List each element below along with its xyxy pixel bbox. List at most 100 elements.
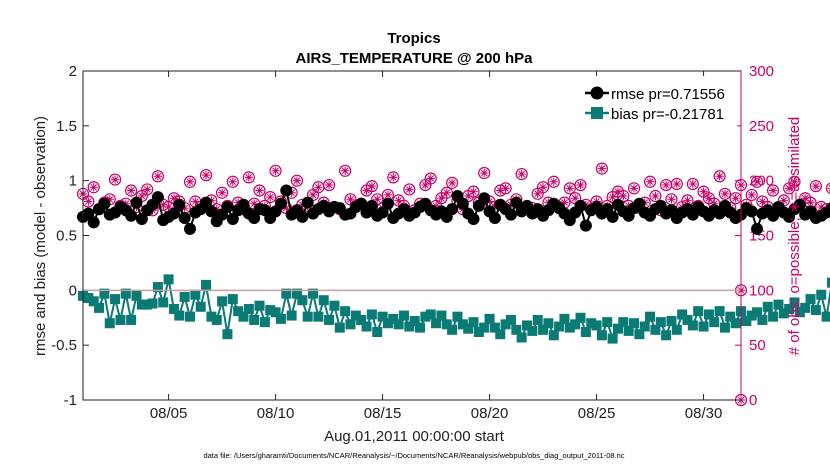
obs-possible-point — [536, 181, 550, 194]
bias-point — [158, 297, 169, 308]
obs-assimilated-point — [373, 195, 382, 204]
bias-point — [698, 321, 709, 332]
bias-point — [602, 317, 613, 328]
bias-point — [356, 314, 367, 325]
chart-subtitle: AIRS_TEMPERATURE @ 200 hPa — [296, 50, 534, 67]
obs-assimilated-point — [715, 172, 724, 181]
rmse-point — [296, 210, 309, 223]
obs-assimilated-point — [324, 180, 334, 190]
bias-point — [163, 274, 174, 285]
obs-possible-point — [141, 183, 154, 196]
bias-point — [580, 327, 591, 338]
obs-possible-point — [467, 185, 480, 198]
obs-possible-point — [108, 173, 122, 186]
bias-point — [233, 306, 244, 317]
bias-point — [725, 311, 736, 322]
bias-point — [340, 306, 351, 317]
bias-point — [281, 288, 292, 299]
obs-possible-point — [766, 184, 780, 197]
bias-point — [596, 330, 607, 341]
legend-rmse-marker — [590, 86, 604, 100]
obs-assimilated-point — [314, 183, 323, 192]
obs-possible-point — [125, 184, 138, 197]
obs-assimilated-point — [266, 192, 275, 202]
bias-point — [629, 318, 640, 329]
obs-assimilated-point — [126, 186, 136, 195]
obs-assimilated-point — [672, 179, 682, 189]
rmse-point — [130, 196, 143, 209]
bias-point — [345, 319, 356, 330]
obs-assimilated-point — [683, 196, 692, 205]
bias-point — [110, 294, 121, 305]
bias-point — [650, 324, 661, 335]
bias-point — [463, 323, 474, 334]
rmse-point — [87, 216, 100, 229]
bias-point — [217, 296, 228, 307]
rmse-point — [606, 210, 619, 223]
obs-assimilated-point — [704, 194, 714, 203]
chart-title: Tropics — [387, 30, 440, 47]
obs-assimilated-point — [447, 178, 457, 188]
bias-point — [425, 309, 436, 320]
bias-point — [404, 321, 415, 332]
obs-assimilated-point — [720, 189, 730, 199]
obs-assimilated-point — [346, 195, 355, 204]
bias-point — [436, 310, 447, 321]
bias-point — [259, 317, 270, 328]
obs-assimilated-point — [576, 180, 585, 190]
bias-point — [441, 319, 452, 330]
obs-possible-point — [595, 162, 609, 175]
bias-point — [564, 322, 575, 333]
obs-assimilated-point — [747, 190, 756, 200]
legend-bias-marker — [591, 107, 603, 119]
bias-point — [126, 314, 137, 325]
legend-bias-label: bias pr=-0.21781 — [611, 106, 724, 123]
bias-point — [612, 323, 623, 334]
obs-assimilated-point — [699, 187, 708, 196]
bias-point — [607, 333, 618, 344]
y-axis-label: rmse and bias (model - observation) — [32, 116, 49, 356]
obs-assimilated-point — [784, 184, 794, 193]
rmse-point — [510, 196, 523, 209]
bias-point — [457, 319, 468, 330]
y-tick-label: 0 — [69, 282, 77, 299]
obs-possible-point — [183, 175, 197, 188]
obs-assimilated-point — [533, 189, 542, 199]
obs-assimilated-point — [549, 177, 558, 186]
bias-point — [505, 314, 516, 325]
bias-point — [794, 307, 805, 318]
bias-point — [265, 305, 276, 316]
bias-point — [350, 310, 361, 321]
bias-point — [377, 311, 388, 322]
obs-possible-point — [242, 171, 255, 184]
obs-assimilated-point — [105, 195, 114, 204]
bias-line — [82, 279, 830, 342]
obs-possible-point — [825, 182, 830, 195]
bias-point — [575, 312, 586, 323]
obs-assimilated-point — [271, 166, 280, 175]
bias-point — [693, 306, 704, 317]
bias-point — [821, 311, 830, 322]
rmse-point — [178, 211, 191, 224]
bias-point — [687, 320, 698, 331]
bias-point — [500, 319, 511, 330]
obs-possible-point — [226, 175, 239, 188]
bias-point — [174, 310, 185, 321]
y-tick-label: -0.5 — [51, 337, 77, 354]
obs-assimilated-point — [389, 173, 398, 182]
bias-point — [789, 297, 800, 308]
rmse-point — [151, 191, 164, 204]
obs-assimilated-point — [383, 190, 393, 200]
bias-point — [757, 314, 768, 325]
obs-possible-point — [670, 177, 683, 191]
obs-assimilated-point — [817, 202, 826, 212]
bias-point — [554, 321, 565, 332]
obs-possible-point — [515, 167, 528, 181]
obs-assimilated-point — [485, 197, 494, 206]
bias-point — [142, 299, 153, 310]
obs-possible-point — [563, 182, 576, 195]
rmse-point — [125, 209, 138, 222]
bias-point — [709, 317, 720, 328]
bias-point — [275, 313, 286, 324]
obs-assimilated-point — [731, 194, 740, 203]
